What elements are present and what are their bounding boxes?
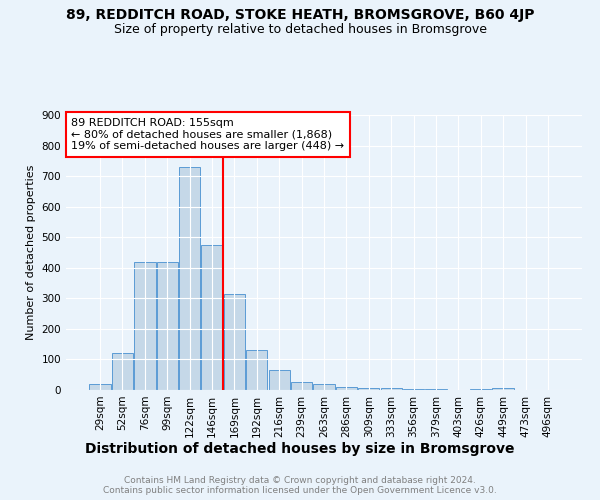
Bar — [493, 388, 514, 390]
Bar — [291, 382, 312, 390]
Bar — [336, 387, 357, 390]
Text: 89 REDDITCH ROAD: 155sqm
← 80% of detached houses are smaller (1,868)
19% of sem: 89 REDDITCH ROAD: 155sqm ← 80% of detach… — [71, 118, 344, 151]
Bar — [112, 354, 133, 390]
Text: 89, REDDITCH ROAD, STOKE HEATH, BROMSGROVE, B60 4JP: 89, REDDITCH ROAD, STOKE HEATH, BROMSGRO… — [66, 8, 534, 22]
Y-axis label: Number of detached properties: Number of detached properties — [26, 165, 36, 340]
Bar — [202, 245, 223, 390]
Bar — [246, 350, 268, 390]
Bar — [157, 262, 178, 390]
Bar — [313, 384, 335, 390]
Text: Distribution of detached houses by size in Bromsgrove: Distribution of detached houses by size … — [85, 442, 515, 456]
Bar — [358, 388, 379, 390]
Text: Contains HM Land Registry data © Crown copyright and database right 2024.
Contai: Contains HM Land Registry data © Crown c… — [103, 476, 497, 495]
Bar — [134, 262, 155, 390]
Bar — [269, 370, 290, 390]
Bar — [403, 389, 424, 390]
Bar — [380, 388, 402, 390]
Bar — [470, 389, 491, 390]
Bar — [179, 167, 200, 390]
Bar — [89, 384, 111, 390]
Text: Size of property relative to detached houses in Bromsgrove: Size of property relative to detached ho… — [113, 22, 487, 36]
Bar — [425, 389, 446, 390]
Bar — [224, 294, 245, 390]
